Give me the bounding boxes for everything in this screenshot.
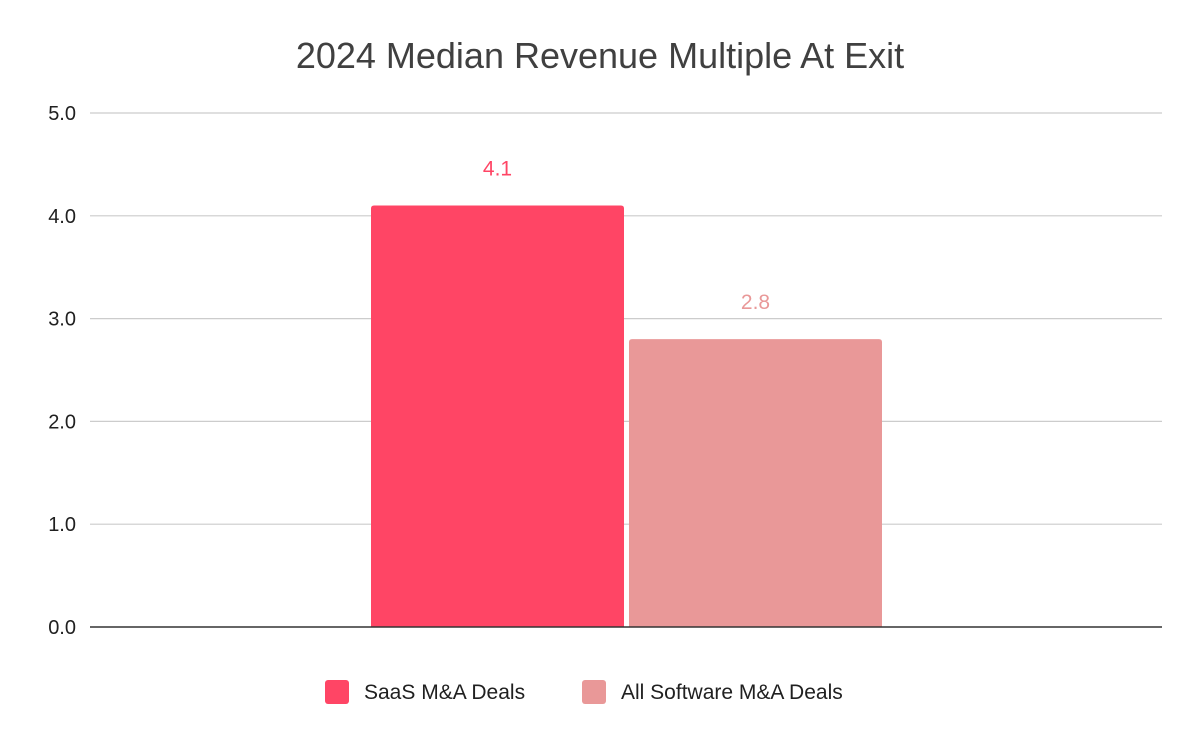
legend-swatch — [582, 680, 606, 704]
chart-title: 2024 Median Revenue Multiple At Exit — [296, 35, 904, 76]
bars — [371, 205, 882, 627]
legend-swatch — [325, 680, 349, 704]
y-tick-label: 3.0 — [48, 309, 76, 331]
gridlines — [90, 112, 1162, 525]
y-tick-label: 0.0 — [48, 617, 76, 639]
y-tick-label: 1.0 — [48, 514, 76, 536]
legend-label: SaaS M&A Deals — [364, 681, 525, 704]
bar-all-software-ma-deals — [629, 339, 882, 627]
y-tick-label: 5.0 — [48, 103, 76, 125]
data-label: 2.8 — [741, 291, 770, 314]
bar-saas-ma-deals — [371, 205, 624, 627]
data-label: 4.1 — [483, 158, 512, 181]
legend-label: All Software M&A Deals — [621, 681, 843, 704]
y-axis-ticks: 0.0 1.0 2.0 3.0 4.0 5.0 — [48, 103, 76, 639]
y-tick-label: 2.0 — [48, 411, 76, 433]
legend: SaaS M&A Deals All Software M&A Deals — [325, 680, 843, 704]
y-tick-label: 4.0 — [48, 206, 76, 228]
data-labels: 4.1 2.8 — [483, 158, 770, 315]
